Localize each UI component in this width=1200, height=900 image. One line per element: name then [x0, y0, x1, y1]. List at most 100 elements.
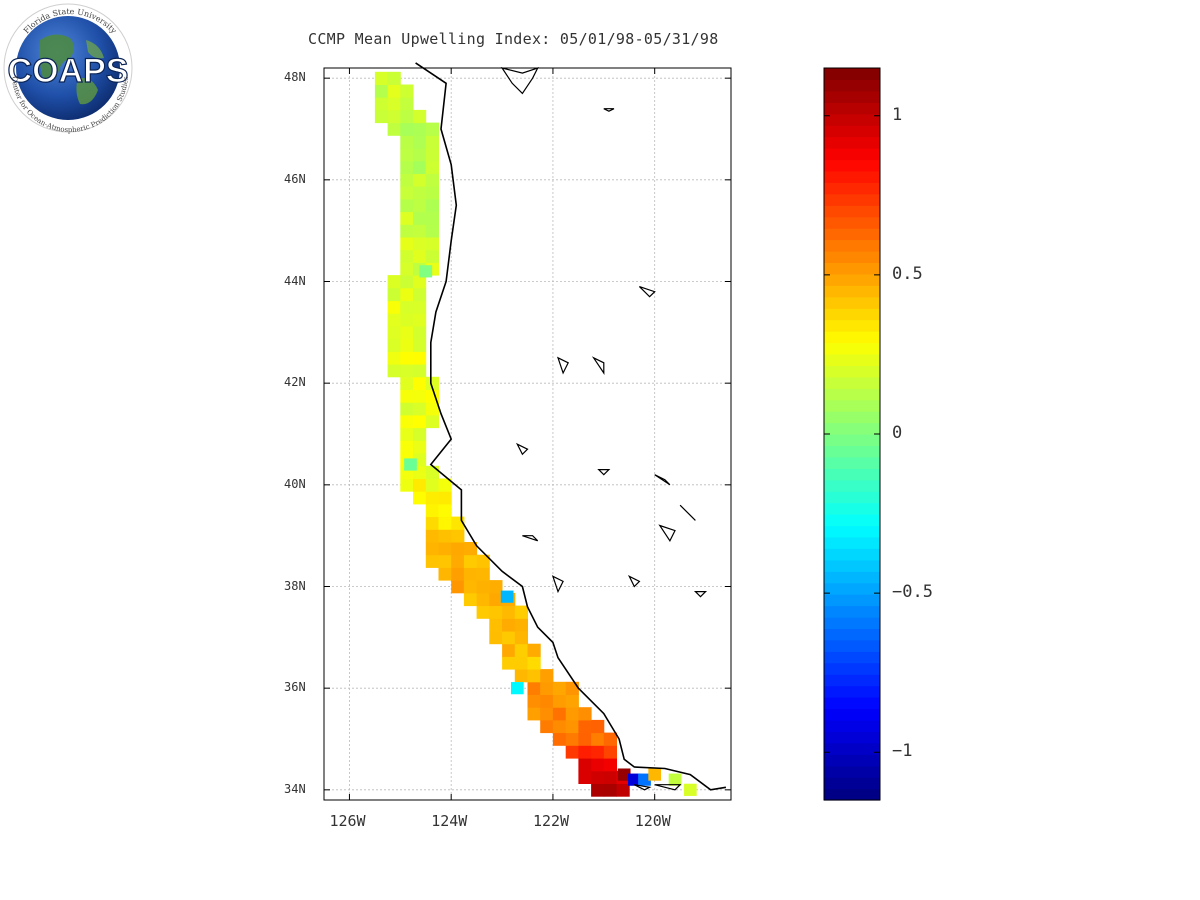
upwelling-cell — [400, 262, 414, 276]
upwelling-cell — [413, 148, 427, 162]
upwelling-cell — [565, 719, 579, 734]
colorbar-band — [824, 102, 880, 115]
lake-outline — [654, 474, 671, 486]
upwelling-cell — [451, 542, 465, 556]
upwelling-cell — [413, 376, 427, 390]
upwelling-cell — [603, 732, 617, 746]
upwelling-cell — [527, 669, 541, 683]
upwelling-cell — [400, 313, 414, 327]
lake-outline — [591, 356, 605, 375]
upwelling-cell — [451, 567, 465, 581]
upwelling-cell — [400, 237, 414, 251]
colorbar-tick-label: 0.5 — [892, 263, 923, 284]
lat-tick-label: 40N — [284, 476, 306, 491]
upwelling-cell — [413, 173, 427, 187]
upwelling-cell — [413, 275, 427, 289]
colorbar-band — [824, 491, 880, 504]
upwelling-cell — [413, 389, 427, 403]
upwelling-cell — [616, 783, 630, 797]
upwelling-cell — [400, 160, 414, 174]
upwelling-cell — [565, 707, 579, 721]
colorbar-band — [824, 125, 880, 138]
lake-outline — [658, 524, 676, 542]
upwelling-cell — [668, 773, 682, 786]
colorbar-tick-label: 1 — [892, 104, 903, 125]
upwelling-cell — [413, 338, 427, 352]
lake-outline — [603, 108, 615, 112]
colorbar-band — [824, 719, 880, 732]
colorbar-band — [824, 479, 880, 492]
lake-outline — [693, 590, 708, 598]
colorbar-band — [824, 79, 880, 92]
colorbar-ticks — [824, 115, 880, 753]
upwelling-cell — [463, 580, 478, 594]
upwelling-cell — [578, 732, 592, 746]
upwelling-cell — [438, 567, 452, 581]
colorbar-band — [824, 754, 880, 767]
upwelling-cell — [413, 109, 427, 124]
upwelling-cell — [476, 592, 490, 607]
colorbar-band — [824, 697, 880, 710]
lake-outline — [654, 784, 682, 791]
upwelling-cell — [476, 554, 490, 568]
colorbar-band — [824, 617, 880, 629]
upwelling-cell — [413, 414, 427, 429]
map-border — [323, 67, 732, 801]
colorbar-band — [824, 296, 880, 309]
upwelling-cell — [413, 478, 427, 492]
upwelling-cell — [425, 122, 439, 136]
colorbar-tick-label: −0.5 — [892, 582, 933, 603]
lon-tick-label: 124W — [431, 812, 468, 830]
upwelling-cell — [413, 326, 427, 340]
upwelling-cell — [451, 580, 465, 594]
upwelling-cell — [502, 605, 516, 619]
coastline — [415, 62, 727, 791]
upwelling-cell — [400, 211, 414, 225]
upwelling-cell — [400, 440, 414, 454]
upwelling-cell — [400, 186, 414, 200]
colorbar-band — [824, 582, 880, 595]
colorbar-band — [824, 777, 880, 790]
colorbar-band — [824, 502, 880, 515]
upwelling-cell — [413, 211, 427, 225]
map-grid — [324, 68, 731, 800]
upwelling-cell — [400, 427, 414, 441]
colorbar-band — [824, 273, 880, 286]
upwelling-cell — [400, 414, 414, 429]
upwelling-cell — [400, 326, 414, 340]
upwelling-cells — [374, 71, 697, 797]
upwelling-cell — [591, 758, 605, 772]
upwelling-cell — [374, 109, 389, 124]
upwelling-cell — [540, 694, 554, 708]
upwelling-cell — [425, 135, 439, 149]
lat-tick-label: 42N — [284, 375, 306, 390]
upwelling-cell — [425, 211, 439, 225]
upwelling-cell — [400, 275, 414, 289]
upwelling-cell — [413, 440, 427, 454]
upwelling-cell — [387, 84, 401, 98]
coastline-path — [415, 62, 727, 791]
upwelling-cell — [413, 402, 427, 416]
lon-tick-label: 120W — [634, 812, 671, 830]
lat-tick-label: 46N — [284, 171, 306, 186]
lake-outline — [597, 469, 611, 476]
upwelling-cell — [438, 554, 452, 568]
upwelling-cell — [527, 707, 541, 721]
upwelling-cell — [419, 265, 433, 278]
colorbar-band — [824, 399, 880, 412]
upwelling-cell — [425, 516, 439, 530]
colorbar-tick-label: 0 — [892, 423, 903, 443]
colorbar-band — [824, 331, 880, 344]
colorbar-band — [824, 765, 880, 778]
colorbar-band — [824, 536, 880, 549]
upwelling-cell — [400, 173, 414, 187]
colorbar-band — [824, 113, 880, 126]
upwelling-cell — [578, 707, 592, 721]
upwelling-cell — [591, 732, 605, 746]
upwelling-cell — [387, 338, 401, 352]
colorbar-band — [824, 514, 880, 527]
upwelling-cell — [627, 773, 641, 786]
upwelling-cell — [502, 656, 516, 670]
upwelling-cell — [425, 198, 439, 213]
